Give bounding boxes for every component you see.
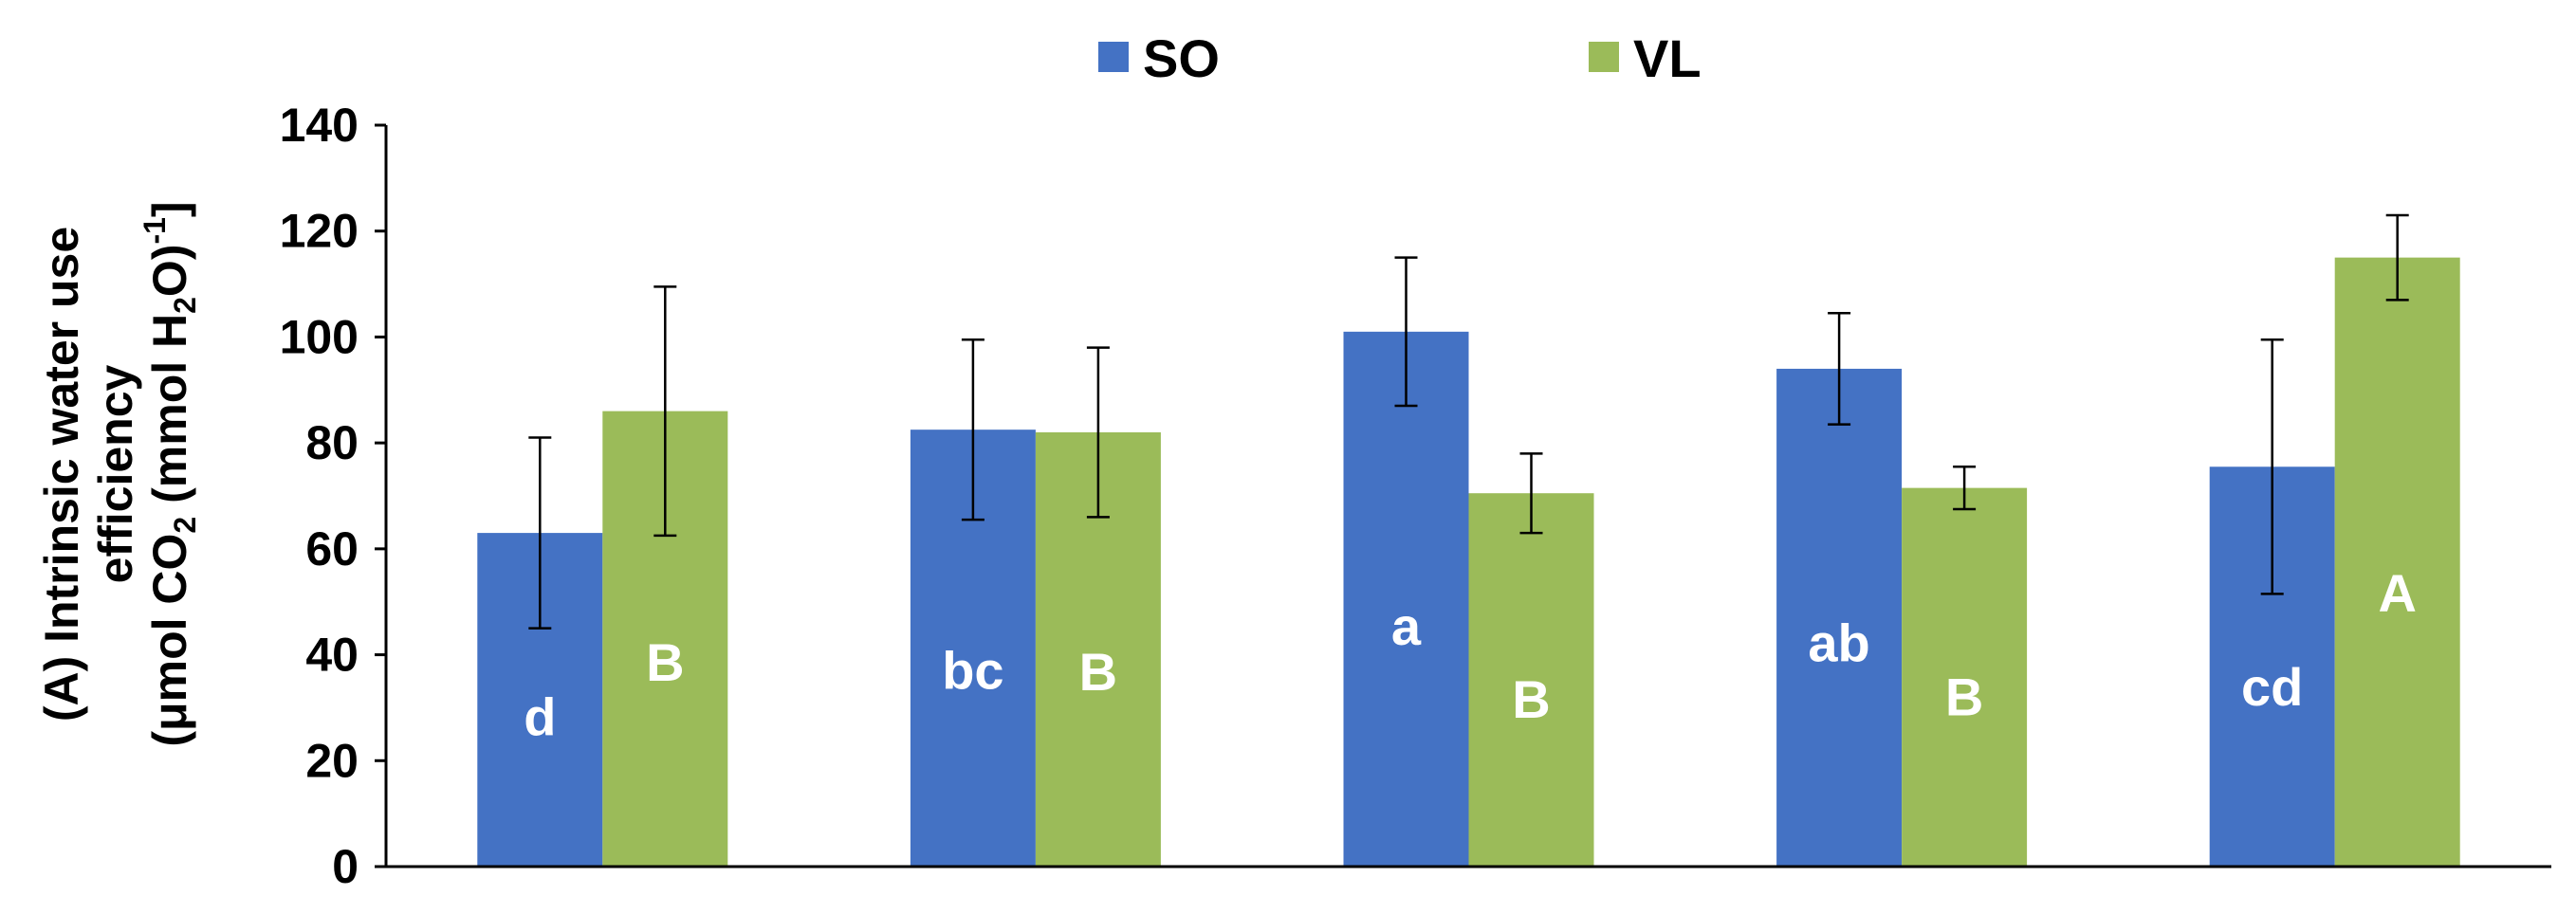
bars bbox=[477, 257, 2460, 868]
bar-vl bbox=[1468, 493, 1594, 867]
ylabel-part-4: ] bbox=[143, 201, 196, 217]
legend-swatch-vl bbox=[1589, 42, 1619, 72]
bar-label-so: a bbox=[1391, 596, 1422, 656]
y-axis-title-line3: (μmol CO2 (mmol H2O)-1] bbox=[138, 201, 202, 746]
bar-so bbox=[1776, 368, 1903, 867]
y-tick-label: 0 bbox=[332, 840, 359, 893]
y-tick-label: 120 bbox=[280, 205, 359, 258]
bar-label-vl: A bbox=[2378, 563, 2416, 623]
bar-label-vl: B bbox=[646, 632, 684, 692]
bar-labels: d B bc Ba Bab B cd A bbox=[524, 563, 2417, 747]
y-tick-label: 100 bbox=[280, 310, 359, 363]
y-tick-label: 40 bbox=[305, 629, 359, 682]
y-axis-title-line2: efficiency bbox=[89, 364, 142, 583]
bar-label-vl: B bbox=[1945, 667, 1983, 726]
y-tick-label: 20 bbox=[305, 734, 359, 787]
ylabel-sub-h2o: 2 bbox=[168, 297, 202, 314]
bar-label-so: bc bbox=[942, 641, 1003, 701]
bar-so bbox=[1343, 331, 1469, 867]
ylabel-sub-co2: 2 bbox=[168, 517, 202, 534]
y-axis-ticks: 0 20 40 60 80 100 120 140 bbox=[280, 99, 386, 893]
ylabel-part-1: (μmol CO bbox=[143, 534, 196, 747]
y-tick-label: 80 bbox=[305, 416, 359, 469]
bar-label-so: cd bbox=[2241, 657, 2303, 717]
ylabel-part-2: (mmol H bbox=[143, 314, 196, 517]
legend-label-so: SO bbox=[1143, 28, 1220, 88]
y-tick-label: 140 bbox=[280, 99, 359, 152]
y-tick-label: 60 bbox=[305, 522, 359, 576]
ylabel-sup-minus1: -1 bbox=[138, 217, 172, 244]
ylabel-part-3: O) bbox=[143, 245, 196, 298]
legend-label-vl: VL bbox=[1633, 28, 1702, 88]
legend-swatch-so bbox=[1098, 42, 1129, 72]
bar-label-so: ab bbox=[1808, 613, 1869, 673]
y-axis-title: (A) Intrinsic water use efficiency (μmol… bbox=[35, 201, 202, 746]
legend: SO VL bbox=[1098, 28, 1702, 88]
bar-vl bbox=[1902, 487, 2028, 867]
error-bars bbox=[528, 213, 2409, 630]
bar-label-so: d bbox=[524, 687, 556, 747]
bar-vl bbox=[2334, 257, 2460, 868]
y-axis-title-line1: (A) Intrinsic water use bbox=[35, 227, 88, 722]
bar-label-vl: B bbox=[1079, 642, 1117, 702]
bar-label-vl: B bbox=[1512, 669, 1550, 729]
